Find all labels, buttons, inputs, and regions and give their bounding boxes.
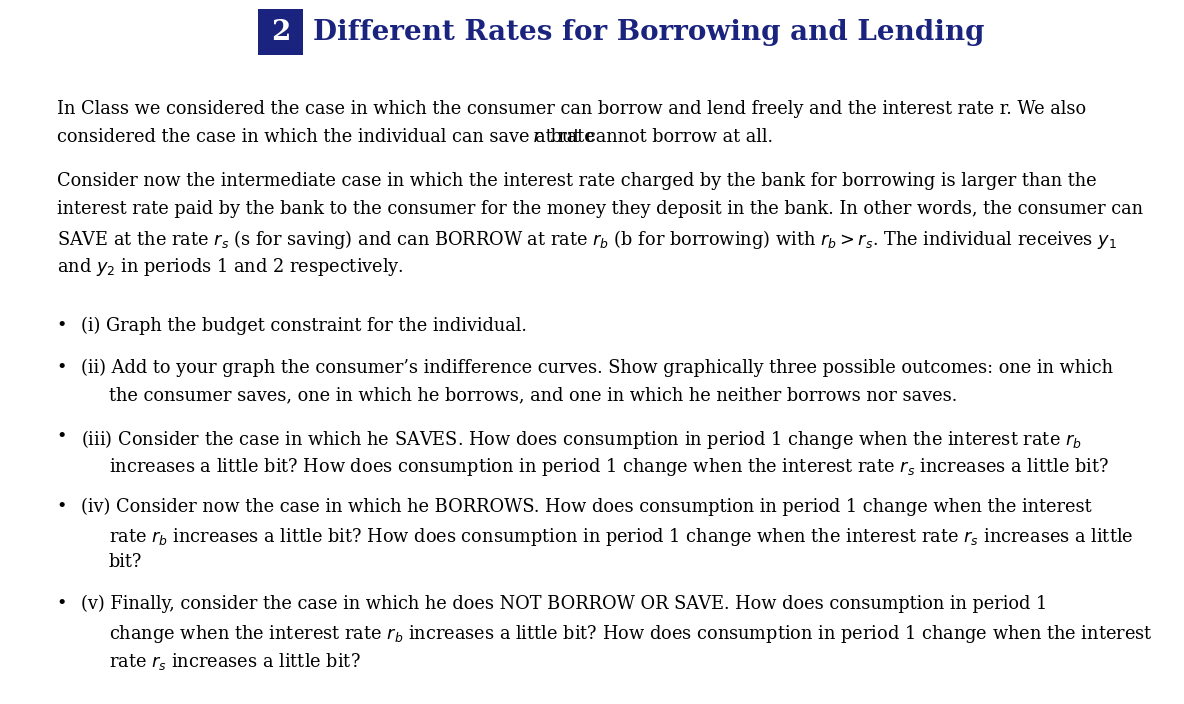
Text: and $y_2$ in periods 1 and 2 respectively.: and $y_2$ in periods 1 and 2 respectivel… (57, 256, 404, 278)
Text: (v) Finally, consider the case in which he does NOT BORROW OR SAVE. How does con: (v) Finally, consider the case in which … (81, 595, 1047, 613)
Text: Different Rates for Borrowing and Lending: Different Rates for Borrowing and Lendin… (313, 18, 984, 46)
Text: •: • (57, 317, 67, 335)
Text: change when the interest rate $r_b$ increases a little bit? How does consumption: change when the interest rate $r_b$ incr… (109, 623, 1152, 645)
Bar (258, 9, 303, 55)
Text: •: • (57, 498, 67, 516)
Text: the consumer saves, one in which he borrows, and one in which he neither borrows: the consumer saves, one in which he borr… (109, 386, 957, 405)
Text: rate $r_b$ increases a little bit? How does consumption in period 1 change when : rate $r_b$ increases a little bit? How d… (109, 526, 1133, 548)
Text: (ii) Add to your graph the consumer’s indifference curves. Show graphically thre: (ii) Add to your graph the consumer’s in… (81, 359, 1113, 377)
Text: •: • (57, 428, 67, 446)
Text: (i) Graph the budget constraint for the individual.: (i) Graph the budget constraint for the … (81, 317, 527, 335)
Text: •: • (57, 595, 67, 613)
Text: considered the case in which the individual can save at rate: considered the case in which the individ… (57, 127, 600, 146)
Text: increases a little bit? How does consumption in period 1 change when the interes: increases a little bit? How does consump… (109, 456, 1109, 478)
Text: SAVE at the rate $r_s$ (s for saving) and can BORROW at rate $r_b$ (b for borrow: SAVE at the rate $r_s$ (s for saving) an… (57, 228, 1117, 251)
Text: rate $r_s$ increases a little bit?: rate $r_s$ increases a little bit? (109, 650, 361, 672)
Text: 2: 2 (271, 18, 290, 46)
Text: interest rate paid by the bank to the consumer for the money they deposit in the: interest rate paid by the bank to the co… (57, 200, 1143, 218)
Text: but cannot borrow at all.: but cannot borrow at all. (545, 127, 773, 146)
Text: •: • (57, 359, 67, 377)
Text: Consider now the intermediate case in which the interest rate charged by the ban: Consider now the intermediate case in wh… (57, 172, 1096, 191)
Text: (iii) Consider the case in which he SAVES. How does consumption in period 1 chan: (iii) Consider the case in which he SAVE… (81, 428, 1081, 451)
Text: bit?: bit? (109, 553, 142, 572)
Text: In Class we considered the case in which the consumer can borrow and lend freely: In Class we considered the case in which… (57, 100, 1086, 118)
Text: (iv) Consider now the case in which he BORROWS. How does consumption in period 1: (iv) Consider now the case in which he B… (81, 498, 1092, 516)
Text: r: r (533, 127, 541, 146)
